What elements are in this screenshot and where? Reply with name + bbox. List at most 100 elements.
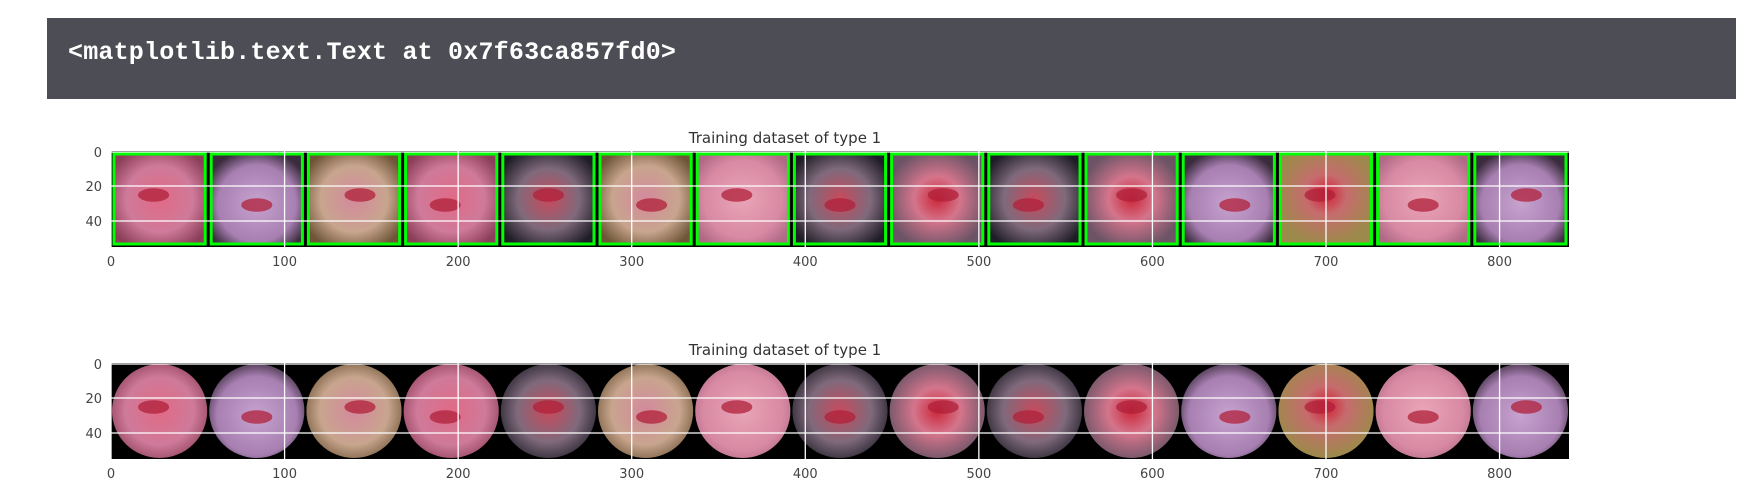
image-tile: [1084, 364, 1180, 458]
x-tick-label: 500: [966, 467, 991, 482]
x-tick-label: 200: [446, 467, 471, 482]
x-tick-label: 800: [1487, 255, 1512, 270]
image-tile: [695, 364, 791, 458]
image-tile: [1181, 364, 1277, 458]
x-tick-label: 600: [1140, 255, 1165, 270]
tile-lesion: [927, 188, 959, 202]
subplot-title: Training dataset of type 1: [688, 129, 881, 147]
image-tile: [792, 364, 888, 458]
image-tile: [1181, 152, 1276, 246]
x-tick-label: 100: [272, 255, 297, 270]
tile-lesion: [1304, 188, 1336, 202]
bounding-box: [598, 152, 693, 246]
bounding-box: [404, 152, 499, 246]
tile-lesion: [1407, 410, 1439, 424]
image-tile: [500, 364, 596, 458]
image-tile: [209, 364, 305, 458]
image-tile: [112, 152, 207, 246]
tile-lesion: [138, 400, 170, 414]
tile-lesion: [1510, 188, 1542, 202]
output-text: <matplotlib.text.Text at 0x7f63ca857fd0>: [68, 38, 677, 67]
image-tile: [695, 152, 790, 246]
image-tile: [209, 152, 304, 246]
image-tile: [1376, 152, 1471, 246]
tile-lesion: [429, 198, 461, 212]
x-tick-label: 300: [619, 467, 644, 482]
tile-lesion: [927, 400, 959, 414]
bounding-box: [792, 152, 888, 246]
bounding-box: [987, 152, 1082, 246]
tile-lesion: [1304, 400, 1336, 414]
x-tick-label: 300: [619, 255, 644, 270]
x-tick-label: 200: [446, 255, 471, 270]
tile-lesion: [241, 410, 273, 424]
tile-lesion: [1219, 198, 1251, 212]
cell-output: <matplotlib.text.Text at 0x7f63ca857fd0>: [47, 18, 1736, 99]
tile-lesion: [1116, 400, 1148, 414]
image-tile: [1084, 152, 1179, 246]
bounding-box: [1376, 152, 1471, 246]
x-tick-label: 600: [1140, 467, 1165, 482]
image-tile: [1472, 364, 1568, 458]
image-tile: [890, 152, 985, 246]
tile-lesion: [344, 188, 376, 202]
tile-lesion: [429, 410, 461, 424]
x-tick-label: 400: [793, 467, 818, 482]
tile-lesion: [824, 410, 856, 424]
x-tick-label: 500: [966, 255, 991, 270]
image-tile: [404, 152, 499, 246]
tile-lesion: [1407, 198, 1439, 212]
bounding-box: [1084, 152, 1179, 246]
image-tile: [792, 152, 888, 246]
tile-lesion: [344, 400, 376, 414]
tile-lesion: [636, 198, 668, 212]
tile-lesion: [1116, 188, 1148, 202]
image-tile: [306, 152, 402, 246]
bounding-box: [306, 152, 402, 246]
x-tick-label: 0: [107, 255, 115, 270]
x-tick-label: 700: [1314, 255, 1339, 270]
bounding-box: [1181, 152, 1276, 246]
bounding-box: [890, 152, 985, 246]
tile-lesion: [138, 188, 170, 202]
x-tick-label: 0: [107, 467, 115, 482]
image-tile: [889, 364, 985, 458]
tile-lesion: [241, 198, 273, 212]
y-tick-label: 40: [85, 427, 102, 442]
y-tick-label: 0: [94, 358, 102, 373]
x-tick-label: 100: [272, 467, 297, 482]
x-tick-label: 800: [1487, 467, 1512, 482]
image-tile: [598, 364, 694, 458]
tile-lesion: [824, 198, 856, 212]
y-tick-label: 40: [85, 215, 102, 230]
bounding-box: [695, 152, 790, 246]
image-tile: [1473, 152, 1568, 246]
tile-lesion: [721, 400, 753, 414]
bounding-box: [112, 152, 207, 246]
image-tile: [598, 152, 693, 246]
image-tile: [403, 364, 499, 458]
y-tick-label: 0: [94, 146, 102, 161]
bounding-box: [209, 152, 304, 246]
image-tile: [986, 364, 1082, 458]
image-tile: [112, 364, 208, 458]
bounding-box: [1473, 152, 1568, 246]
image-tile: [987, 152, 1082, 246]
tile-lesion: [1510, 400, 1542, 414]
tile-lesion: [532, 400, 564, 414]
subplot-title: Training dataset of type 1: [688, 341, 881, 359]
y-tick-label: 20: [85, 180, 102, 195]
tile-lesion: [721, 188, 753, 202]
tile-lesion: [1012, 198, 1044, 212]
x-tick-label: 700: [1314, 467, 1339, 482]
x-tick-label: 400: [793, 255, 818, 270]
bounding-box: [501, 152, 596, 246]
y-tick-label: 20: [85, 392, 102, 407]
tile-lesion: [532, 188, 564, 202]
image-tile: [501, 152, 596, 246]
image-tile: [306, 364, 402, 458]
tile-lesion: [1012, 410, 1044, 424]
